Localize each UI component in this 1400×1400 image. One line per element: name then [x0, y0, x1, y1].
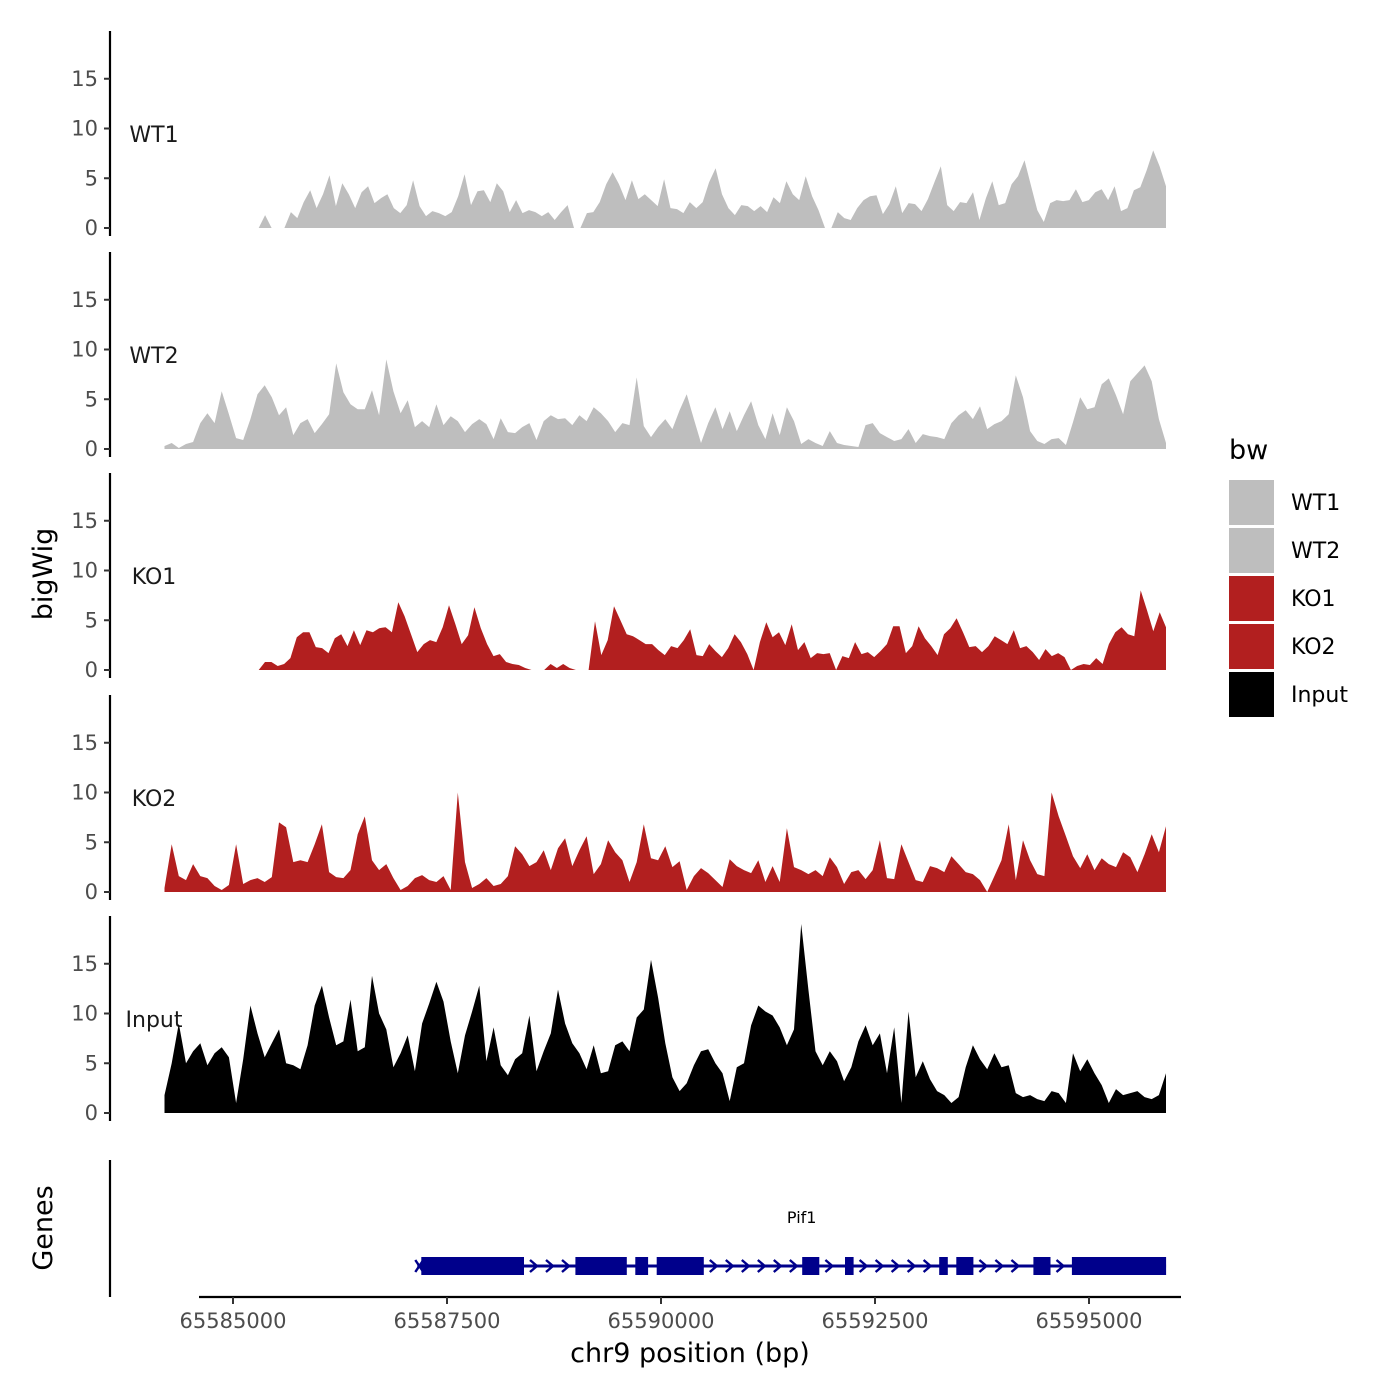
- y-tick-label: 15: [71, 731, 98, 755]
- strand-arrow: [922, 1259, 933, 1273]
- y-tick-label: 10: [71, 1002, 98, 1026]
- strand-arrow: [545, 1259, 555, 1273]
- exon: [575, 1257, 627, 1275]
- strand-arrow: [757, 1259, 767, 1273]
- y-tick-label: 10: [71, 117, 98, 141]
- strand-arrow: [874, 1259, 885, 1273]
- exon: [635, 1257, 649, 1275]
- strand-arrow: [858, 1259, 869, 1273]
- strand-arrow: [529, 1259, 539, 1273]
- legend-label-KO1: KO1: [1291, 587, 1336, 612]
- legend: bw WT1 WT2 KO1 KO2 Input: [1229, 435, 1348, 717]
- y-axis-title: bigWig: [28, 528, 59, 621]
- exon: [802, 1257, 820, 1275]
- legend-label-Input: Input: [1291, 683, 1348, 708]
- y-tick-label: 0: [85, 658, 98, 682]
- y-tick-label: 0: [85, 216, 98, 240]
- exon: [1071, 1257, 1167, 1275]
- strand-arrow: [994, 1259, 1005, 1273]
- track-Input: 0 5 10 15 Input: [71, 916, 1166, 1125]
- legend-label-WT2: WT2: [1291, 539, 1340, 564]
- signal-area-KO2: [164, 792, 1166, 892]
- strand-arrow: [561, 1259, 571, 1273]
- exon: [956, 1257, 974, 1275]
- y-tick-label: 5: [85, 387, 98, 411]
- track-label: WT1: [129, 123, 178, 148]
- strand-arrow: [906, 1259, 917, 1273]
- strand-arrow: [725, 1259, 735, 1273]
- x-tick-label: 65587500: [394, 1309, 501, 1333]
- y-tick-label: 15: [71, 952, 98, 976]
- y-tick-label: 5: [85, 1051, 98, 1075]
- track-label: KO1: [132, 565, 177, 590]
- track-WT1: 0 5 10 15 WT1: [71, 31, 1166, 240]
- y-tick-label: 10: [71, 559, 98, 583]
- strand-arrow: [741, 1259, 751, 1273]
- legend-swatch-KO2: [1229, 624, 1274, 669]
- y-tick-label: 15: [71, 288, 98, 312]
- gene-name-label: Pif1: [787, 1208, 817, 1227]
- y-tick-label: 15: [71, 67, 98, 91]
- x-tick-label: 65592500: [822, 1309, 929, 1333]
- signal-area-WT2: [164, 359, 1166, 449]
- y-tick-label: 0: [85, 880, 98, 904]
- y-tick-label: 0: [85, 1101, 98, 1125]
- legend-label-WT1: WT1: [1291, 491, 1340, 516]
- track-label: WT2: [129, 344, 178, 369]
- genes-layer: Pif1: [108, 1160, 1167, 1297]
- y-tick-label: 10: [71, 338, 98, 362]
- genes-axis-title: Genes: [28, 1185, 59, 1270]
- track-label: Input: [126, 1008, 183, 1033]
- x-axis-title: chr9 position (bp): [570, 1338, 810, 1369]
- y-tick-label: 15: [71, 509, 98, 533]
- legend-label-KO2: KO2: [1291, 635, 1336, 660]
- legend-swatch-KO1: [1229, 576, 1274, 621]
- legend-title: bw: [1229, 435, 1268, 466]
- signal-area-WT1: [258, 150, 1166, 228]
- legend-swatch-Input: [1229, 672, 1274, 717]
- y-tick-label: 5: [85, 608, 98, 632]
- strand-arrow: [709, 1259, 719, 1273]
- strand-arrow: [1010, 1259, 1021, 1273]
- y-tick-label: 5: [85, 166, 98, 190]
- tracks-layer: 0 5 10 15 WT1 0 5 10 15 WT2 0 5 10 15 KO1 0 5 10 15 KO2 0 5 10…: [71, 31, 1166, 1125]
- y-tick-label: 10: [71, 781, 98, 805]
- exon: [845, 1257, 854, 1275]
- y-tick-label: 5: [85, 830, 98, 854]
- x-tick-label: 65585000: [180, 1309, 287, 1333]
- strand-arrow: [773, 1259, 783, 1273]
- strand-arrow: [824, 1259, 835, 1273]
- signal-area-KO1: [258, 590, 1166, 670]
- gene-Pif1: Pif1: [414, 1208, 1167, 1275]
- strand-arrow: [890, 1259, 901, 1273]
- legend-swatch-WT2: [1229, 528, 1274, 573]
- x-tick-label: 65595000: [1036, 1309, 1143, 1333]
- exon: [656, 1257, 704, 1275]
- exon: [421, 1257, 524, 1275]
- x-axis: 65585000 65587500 65590000 65592500 65595000: [180, 1295, 1181, 1333]
- strand-arrow: [789, 1259, 799, 1273]
- legend-swatch-WT1: [1229, 480, 1274, 525]
- track-label: KO2: [132, 787, 177, 812]
- track-KO1: 0 5 10 15 KO1: [71, 473, 1166, 682]
- exon: [1033, 1257, 1051, 1275]
- track-WT2: 0 5 10 15 WT2: [71, 252, 1166, 461]
- exon: [939, 1257, 948, 1275]
- track-KO2: 0 5 10 15 KO2: [71, 695, 1166, 904]
- x-tick-label: 65590000: [608, 1309, 715, 1333]
- y-tick-label: 0: [85, 437, 98, 461]
- signal-area-Input: [164, 924, 1166, 1113]
- strand-arrow: [978, 1259, 989, 1273]
- strand-arrow: [1055, 1259, 1066, 1273]
